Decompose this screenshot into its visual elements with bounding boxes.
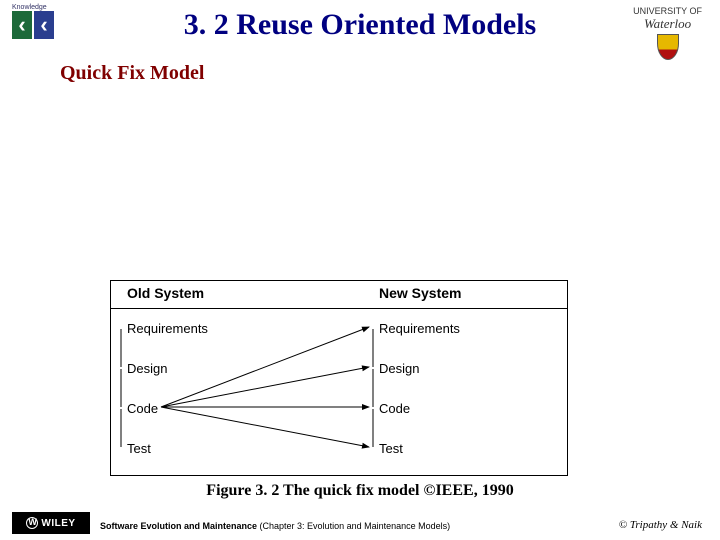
waterloo-logo-line2: Waterloo [633,16,702,32]
stage-new-req: Requirements [379,321,460,336]
stage-new-design: Design [379,361,419,376]
stage-old-design: Design [127,361,167,376]
wiley-mark-icon [26,517,38,529]
stage-new-test: Test [379,441,403,456]
footer-chapter: (Chapter 3: Evolution and Maintenance Mo… [257,521,450,531]
waterloo-logo: UNIVERSITY OF Waterloo [633,6,702,60]
diagram-header-row: Old System New System [111,281,567,309]
slide-footer: WILEY Software Evolution and Maintenance… [0,510,720,534]
diagram-body: Requirements Design Code Test Requiremen… [111,309,567,477]
footer-center: Software Evolution and Maintenance (Chap… [100,521,450,531]
slide-header: Knowledge ‹ ‹ 3. 2 Reuse Oriented Models… [0,0,720,56]
col-header-new: New System [379,285,461,301]
slide-subtitle: Quick Fix Model [60,62,204,85]
col-header-old: Old System [127,285,204,301]
stage-old-test: Test [127,441,151,456]
footer-copyright: © Tripathy & Naik [619,519,702,531]
wiley-logo: WILEY [12,512,90,534]
quick-fix-diagram: Old System New System Requirements Des [110,280,568,476]
stage-old-code: Code [127,401,158,416]
stage-new-code: Code [379,401,410,416]
figure-caption: Figure 3. 2 The quick fix model ©IEEE, 1… [0,482,720,500]
slide-title: 3. 2 Reuse Oriented Models [0,8,720,42]
waterloo-logo-line1: UNIVERSITY OF [633,6,702,16]
footer-book-title: Software Evolution and Maintenance [100,521,257,531]
stage-old-req: Requirements [127,321,208,336]
wiley-text: WILEY [41,518,75,529]
shield-icon [657,34,679,60]
